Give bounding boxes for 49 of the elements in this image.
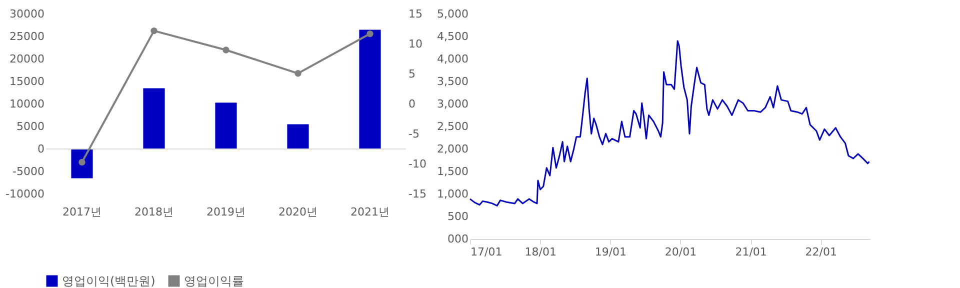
y2-tick-label: 15 xyxy=(408,8,422,20)
y-tick-label: 1,000 xyxy=(437,188,468,200)
y-tick-label: 0 xyxy=(38,142,44,156)
y-tick-label: 20000 xyxy=(10,52,44,66)
y-tick-label: 2,000 xyxy=(437,142,468,156)
bar xyxy=(143,88,165,149)
x-tick-label: 2020년 xyxy=(278,206,318,218)
y-tick-label: 15000 xyxy=(10,75,44,88)
y-tick-label: 000 xyxy=(448,232,468,246)
y2-tick-label: -15 xyxy=(408,188,426,200)
y-tick-label: 500 xyxy=(448,210,468,223)
x-tick-label: 21/01 xyxy=(735,246,767,258)
y2-tick-label: 0 xyxy=(408,98,416,110)
x-tick-label: 2021년 xyxy=(350,206,390,218)
y-tick-label: 4,500 xyxy=(437,30,468,43)
y-tick-label: 2,500 xyxy=(437,120,468,133)
y-tick-label: -5000 xyxy=(12,165,44,178)
y-tick-label: 30000 xyxy=(10,8,44,20)
y-tick-label: 25000 xyxy=(10,30,44,43)
x-tick-label: 2017년 xyxy=(62,206,102,218)
x-tick-label: 17/01 xyxy=(470,246,502,258)
bar xyxy=(215,102,237,149)
y-tick-label: 5,000 xyxy=(437,8,468,20)
point xyxy=(366,30,374,38)
line-series xyxy=(469,40,870,206)
x-tick-label: 2018년 xyxy=(134,206,174,218)
x-tick-label: 18/01 xyxy=(524,246,556,258)
point xyxy=(294,70,302,77)
y-tick-label: -10000 xyxy=(6,188,44,200)
y2-tick-label: -10 xyxy=(408,158,426,170)
point xyxy=(150,27,158,34)
legend-label: 영업이익(백만원) xyxy=(62,274,156,288)
y2-tick-label: 5 xyxy=(408,68,416,80)
y2-tick-label: 10 xyxy=(408,38,422,50)
y-tick-label: 3,500 xyxy=(437,75,468,88)
y-tick-label: 10000 xyxy=(10,98,44,110)
y-tick-label: 3,000 xyxy=(437,98,468,110)
y-tick-label: 4,000 xyxy=(437,52,468,66)
bar xyxy=(287,124,309,149)
point xyxy=(222,46,230,54)
x-tick-label: 20/01 xyxy=(664,246,697,258)
y2-tick-label: -5 xyxy=(408,128,420,140)
x-tick-label: 2019년 xyxy=(206,206,246,218)
x-tick-label: 19/01 xyxy=(594,246,627,258)
y-tick-label: 5000 xyxy=(16,120,44,133)
x-tick-label: 22/01 xyxy=(805,246,837,258)
y-tick-label: 1,500 xyxy=(437,165,468,178)
legend-label: 영업이익률 xyxy=(184,274,244,288)
bar xyxy=(359,30,381,149)
